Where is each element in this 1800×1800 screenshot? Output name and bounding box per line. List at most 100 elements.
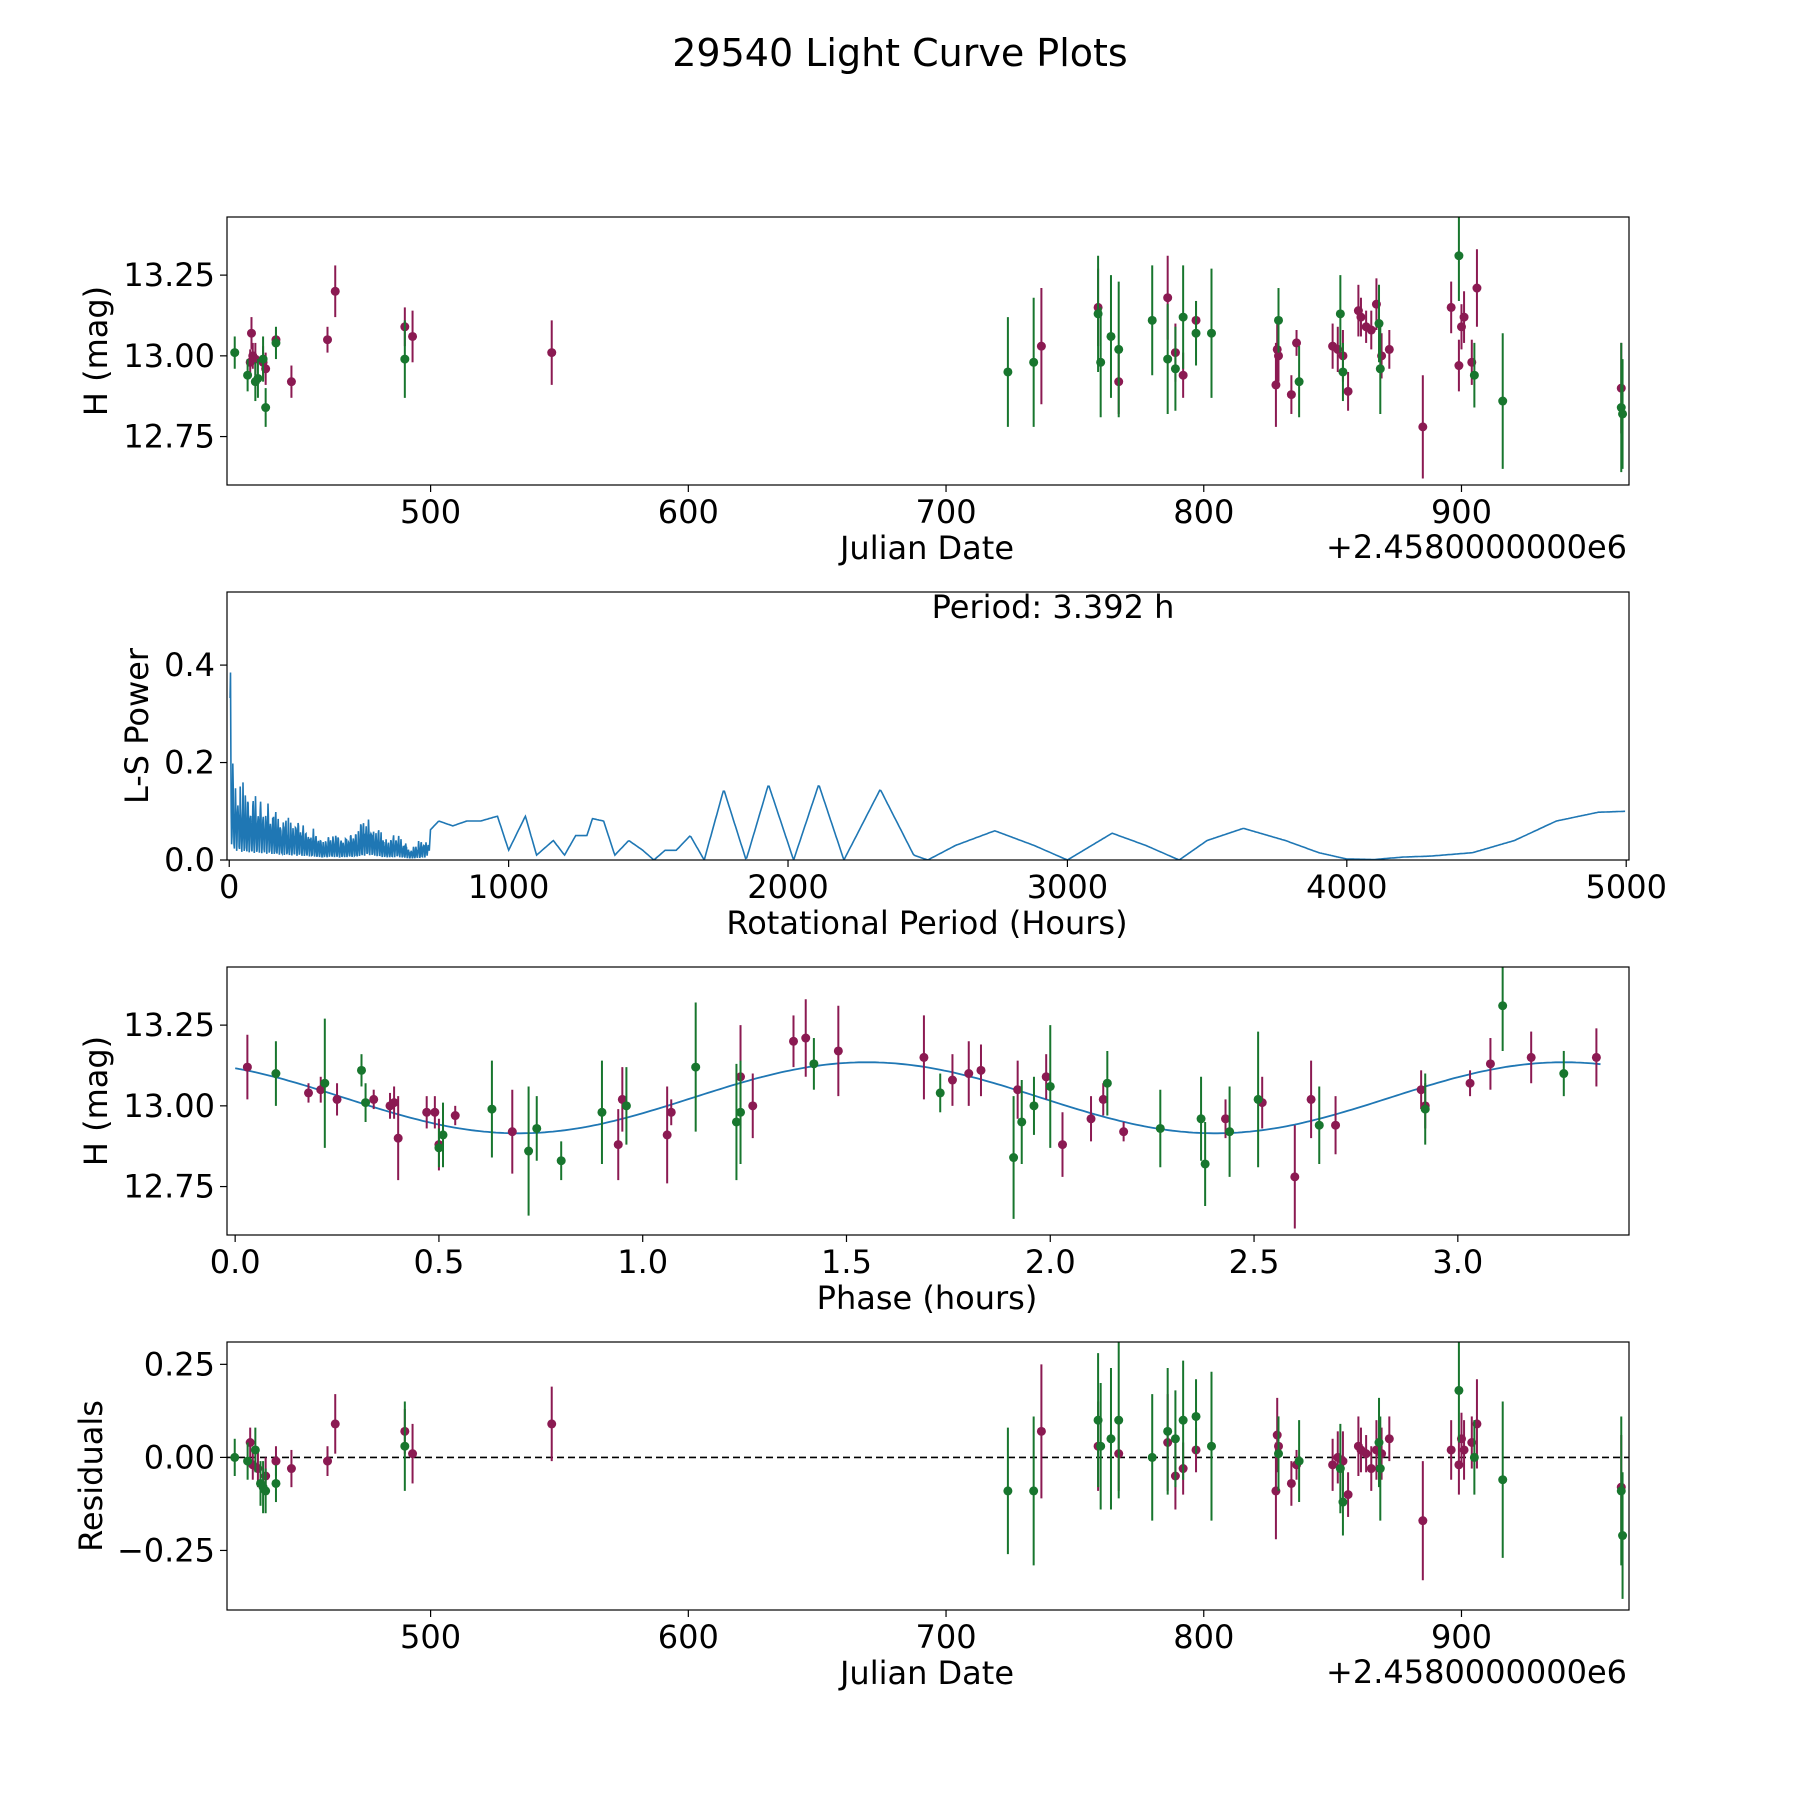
figure-title: 29540 Light Curve Plots bbox=[672, 31, 1127, 75]
data-point-g bbox=[1338, 367, 1348, 377]
periodogram-ylabel: L-S Power bbox=[118, 647, 156, 804]
data-point-g bbox=[1009, 1153, 1019, 1163]
data-point-r bbox=[1272, 1430, 1282, 1440]
data-point-r bbox=[450, 1111, 460, 1121]
data-point-g bbox=[1147, 1452, 1157, 1462]
data-point-r bbox=[271, 1456, 281, 1466]
data-point-r bbox=[1098, 1094, 1108, 1104]
data-point-g bbox=[1374, 319, 1384, 329]
phase-xtick-label: 1.5 bbox=[821, 1243, 872, 1281]
data-point-r bbox=[242, 1062, 252, 1072]
data-point-g bbox=[1559, 1069, 1569, 1079]
data-point-r bbox=[1418, 422, 1428, 432]
residuals-offset-label: +2.4580000000e6 bbox=[1326, 1653, 1627, 1691]
data-point-g bbox=[1616, 1486, 1626, 1496]
period-annotation: Period: 3.392 h bbox=[932, 588, 1175, 626]
ls-xtick-label: 5000 bbox=[1585, 868, 1666, 906]
data-point-r bbox=[332, 1094, 342, 1104]
ls-xtick-label: 2000 bbox=[747, 868, 828, 906]
periodogram-ticks: 0 1000 2000 3000 4000 5000 0.0 0.2 0.4 bbox=[164, 646, 1667, 906]
data-point-g bbox=[434, 1143, 444, 1153]
data-point-r bbox=[1306, 1094, 1316, 1104]
data-point-g bbox=[1178, 312, 1188, 322]
data-point-g bbox=[1294, 377, 1304, 387]
ls-xtick-label: 0 bbox=[219, 868, 239, 906]
data-point-r bbox=[748, 1101, 758, 1111]
data-point-r bbox=[1290, 1172, 1300, 1182]
data-point-g bbox=[556, 1156, 566, 1166]
ls-xtick-label: 3000 bbox=[1027, 868, 1108, 906]
data-point-g bbox=[1454, 251, 1464, 261]
lc-xtick-label: 500 bbox=[400, 493, 461, 531]
periodogram-xlabel: Rotational Period (Hours) bbox=[726, 904, 1127, 942]
data-point-g bbox=[1206, 1441, 1216, 1451]
light-curve-panel: 500 600 700 800 900 12.75 13.00 13.25 Julian Da… bbox=[77, 216, 1630, 567]
data-point-r bbox=[330, 1419, 340, 1429]
data-point-g bbox=[1200, 1159, 1210, 1169]
light-curve-marks bbox=[230, 217, 1628, 479]
resid-xtick-label: 700 bbox=[916, 1618, 977, 1656]
data-point-g bbox=[320, 1078, 330, 1088]
data-point-g bbox=[1003, 1486, 1013, 1496]
data-point-r bbox=[1331, 1120, 1341, 1130]
data-point-r bbox=[1459, 1445, 1469, 1455]
data-point-g bbox=[1102, 1078, 1112, 1088]
data-point-r bbox=[801, 1033, 811, 1043]
phase-marks bbox=[235, 967, 1601, 1229]
data-point-g bbox=[1314, 1120, 1324, 1130]
phase-xtick-label: 0.0 bbox=[210, 1243, 261, 1281]
data-point-g bbox=[1498, 396, 1508, 406]
data-point-g bbox=[1029, 1101, 1039, 1111]
data-point-g bbox=[230, 1452, 240, 1462]
lc-ytick-label: 13.25 bbox=[123, 256, 215, 294]
data-point-g bbox=[400, 354, 410, 364]
data-point-g bbox=[1096, 1441, 1106, 1451]
data-point-g bbox=[1045, 1081, 1055, 1091]
data-point-g bbox=[487, 1104, 497, 1114]
data-point-r bbox=[323, 335, 333, 345]
phase-ytick-label: 12.75 bbox=[123, 1168, 215, 1206]
periodogram-marks bbox=[229, 672, 1626, 860]
data-point-r bbox=[1454, 361, 1464, 371]
data-point-r bbox=[430, 1107, 440, 1117]
data-point-g bbox=[1106, 1434, 1116, 1444]
phase-xtick-label: 2.0 bbox=[1025, 1243, 1076, 1281]
data-point-g bbox=[1375, 1464, 1385, 1474]
data-point-r bbox=[1418, 1516, 1428, 1526]
data-point-g bbox=[1114, 1415, 1124, 1425]
data-point-r bbox=[1356, 312, 1366, 322]
data-point-g bbox=[1618, 1531, 1628, 1541]
data-point-r bbox=[408, 1449, 418, 1459]
data-point-g bbox=[1374, 1438, 1384, 1447]
data-point-g bbox=[1114, 344, 1124, 354]
ls-ytick-label: 0.4 bbox=[164, 646, 215, 684]
residuals-panel: 500 600 700 800 900 −0.25 0.00 0.25 Julian Date… bbox=[72, 1341, 1630, 1692]
data-point-r bbox=[662, 1130, 672, 1140]
data-point-g bbox=[1029, 357, 1039, 367]
data-point-g bbox=[1618, 409, 1628, 419]
data-point-g bbox=[250, 1445, 260, 1455]
data-point-g bbox=[361, 1098, 371, 1108]
light-curve-ylabel: H (mag) bbox=[77, 286, 115, 416]
ls-xtick-label: 1000 bbox=[468, 868, 549, 906]
data-point-r bbox=[547, 1419, 557, 1429]
data-point-g bbox=[271, 338, 281, 348]
data-point-r bbox=[547, 348, 557, 358]
data-point-g bbox=[1170, 364, 1180, 374]
phase-ticks: 0.0 0.5 1.0 1.5 2.0 2.5 3.0 12.75 13.00 13.25 bbox=[123, 1006, 1483, 1281]
data-point-g bbox=[621, 1101, 631, 1111]
residuals-xlabel: Julian Date bbox=[838, 1654, 1014, 1692]
data-point-r bbox=[1163, 293, 1173, 303]
data-point-r bbox=[1328, 1460, 1338, 1470]
data-point-g bbox=[1029, 1486, 1039, 1496]
lc-xtick-label: 800 bbox=[1173, 493, 1234, 531]
data-point-g bbox=[253, 373, 263, 383]
periodogram-frame bbox=[226, 591, 1630, 861]
data-point-g bbox=[271, 1069, 281, 1079]
resid-ytick-label: −0.25 bbox=[117, 1531, 215, 1569]
data-point-r bbox=[507, 1127, 517, 1137]
data-point-r bbox=[1221, 1114, 1231, 1124]
data-point-r bbox=[666, 1107, 676, 1117]
data-point-r bbox=[1366, 325, 1376, 335]
